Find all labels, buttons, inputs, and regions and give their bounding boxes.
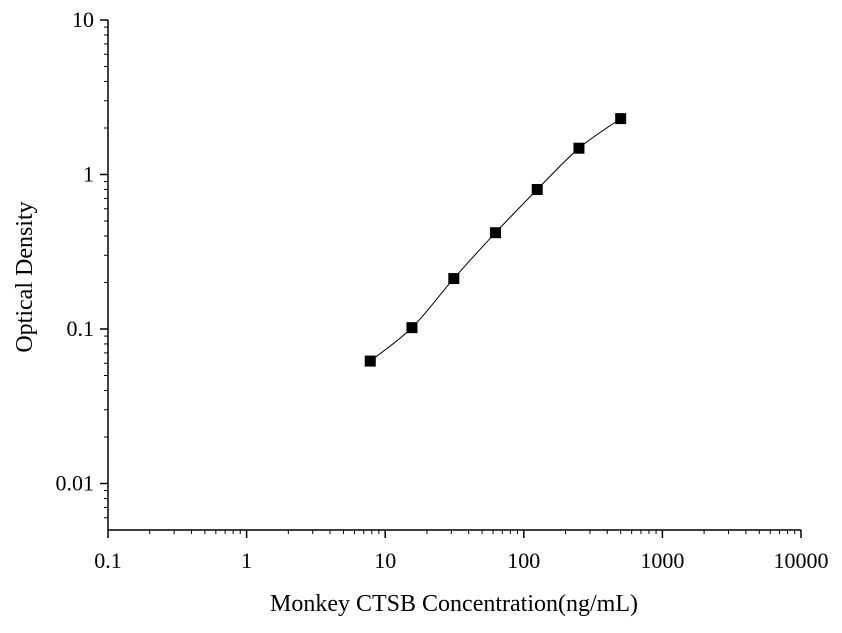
x-tick-label: 1 bbox=[241, 548, 252, 573]
data-point-square bbox=[490, 227, 502, 239]
data-point-square bbox=[364, 355, 376, 367]
data-point-square bbox=[406, 322, 418, 334]
x-tick-label: 0.1 bbox=[94, 548, 122, 573]
y-tick-label: 0.01 bbox=[56, 470, 95, 495]
x-tick-label: 10000 bbox=[774, 548, 829, 573]
axes-layer bbox=[107, 20, 801, 531]
points-layer bbox=[364, 113, 627, 367]
data-point-square bbox=[531, 183, 543, 195]
x-axis-title: Monkey CTSB Concentration(ng/mL) bbox=[270, 591, 638, 617]
y-axis-title: Optical Density bbox=[12, 201, 38, 352]
ticks-layer bbox=[100, 19, 802, 538]
x-tick-label: 1000 bbox=[640, 548, 684, 573]
tick-labels-layer: 0.1 1 10 100 1000 10000 0.01 0.1 1 10 bbox=[56, 7, 829, 573]
x-tick-label: 100 bbox=[507, 548, 540, 573]
x-tick-label: 10 bbox=[374, 548, 396, 573]
data-point-square bbox=[448, 273, 460, 285]
data-point-square bbox=[573, 142, 585, 154]
y-tick-label: 0.1 bbox=[67, 316, 95, 341]
data-point-square bbox=[615, 113, 627, 125]
y-tick-label: 1 bbox=[83, 161, 94, 186]
y-tick-label: 10 bbox=[72, 7, 94, 32]
